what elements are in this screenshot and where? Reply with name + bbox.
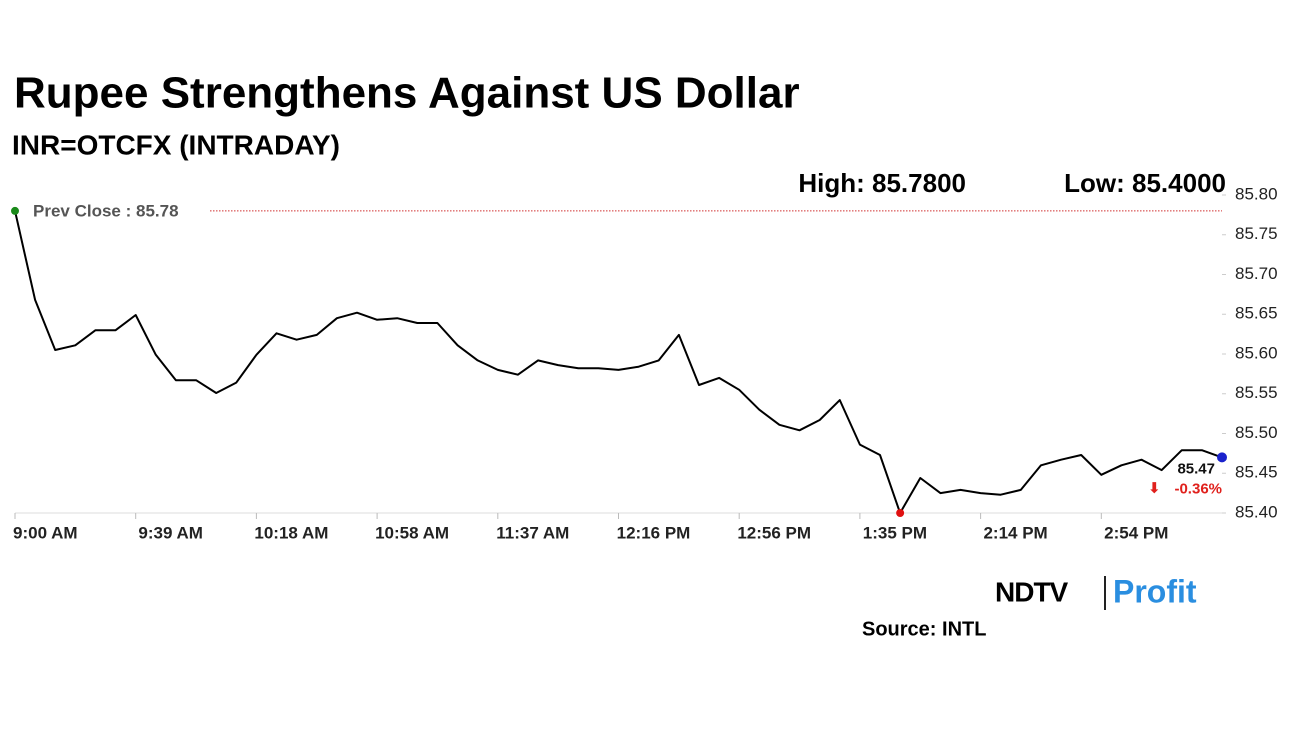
- price-line: [14, 210, 1223, 514]
- logo: NDTV Profit: [995, 573, 1197, 610]
- source: Source: INTL: [862, 618, 986, 640]
- y-tick-label: 85.50: [1235, 423, 1278, 442]
- y-tick-label: 85.70: [1235, 264, 1278, 283]
- x-tick-label: 11:37 AM: [496, 523, 569, 542]
- x-tick-label: 2:54 PM: [1104, 523, 1168, 542]
- high-label: High: 85.7800: [798, 168, 966, 198]
- low-marker: [896, 509, 905, 517]
- x-tick-label: 10:58 AM: [375, 523, 449, 542]
- chart-subtitle: INR=OTCFX (INTRADAY): [12, 129, 340, 160]
- reference-label: Prev Close : 85.78: [33, 201, 179, 220]
- chart-title: Rupee Strengthens Against US Dollar: [14, 69, 800, 118]
- first-marker: [11, 206, 19, 215]
- x-tick-label: 12:16 PM: [617, 523, 691, 542]
- x-tick-label: 2:14 PM: [983, 523, 1047, 542]
- y-tick-label: 85.60: [1235, 343, 1278, 362]
- x-tick-label: 9:00 AM: [13, 523, 78, 542]
- last-marker: [1217, 452, 1227, 463]
- y-tick-label: 85.55: [1235, 383, 1278, 402]
- x-tick-label: 12:56 PM: [737, 523, 811, 542]
- y-tick-label: 85.80: [1235, 184, 1278, 203]
- x-tick-label: 9:39 AM: [138, 523, 203, 542]
- logo-right: Profit: [1113, 573, 1197, 609]
- x-tick-label: 10:18 AM: [254, 523, 328, 542]
- low-label: Low: 85.4000: [1064, 168, 1226, 198]
- y-tick-label: 85.65: [1235, 304, 1278, 323]
- change-arrow: ⬇: [1148, 480, 1161, 497]
- y-tick-label: 85.45: [1235, 463, 1278, 482]
- y-tick-label: 85.75: [1235, 224, 1278, 243]
- y-tick-label: 85.40: [1235, 502, 1278, 521]
- change-label: -0.36%: [1174, 480, 1222, 497]
- x-tick-label: 1:35 PM: [863, 523, 927, 542]
- logo-left: NDTV: [995, 576, 1069, 607]
- last-value-label: 85.47: [1177, 460, 1215, 477]
